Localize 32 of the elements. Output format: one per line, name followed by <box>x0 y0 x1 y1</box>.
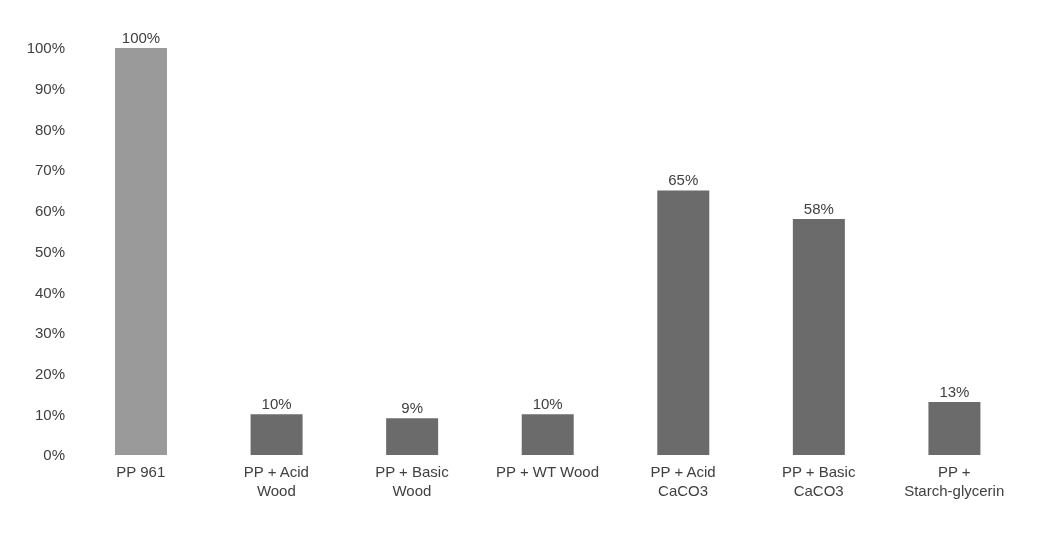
y-tick-label: 20% <box>34 364 65 382</box>
bar <box>115 48 167 455</box>
data-label: 58% <box>803 199 834 217</box>
data-label: 9% <box>401 399 423 417</box>
x-tick-label: PP + WT Wood <box>496 463 599 480</box>
data-label: 65% <box>668 171 699 189</box>
y-tick-label: 100% <box>26 39 65 57</box>
x-tick-label: PP + Starch-glycerin <box>904 463 1005 499</box>
bar <box>250 414 303 455</box>
x-tick-label: PP + Acid Wood <box>243 463 309 499</box>
bar <box>521 414 574 455</box>
data-label: 10% <box>532 395 563 413</box>
x-tick-label: PP + Basic CaCO3 <box>781 463 856 499</box>
y-tick-label: 10% <box>34 405 65 423</box>
x-tick-label: PP 961 <box>116 463 166 480</box>
y-tick-label: 70% <box>34 161 65 179</box>
bar <box>657 190 710 455</box>
y-tick-label: 40% <box>34 283 65 301</box>
y-tick-label: 90% <box>34 80 65 98</box>
x-tick-label: PP + Basic Wood <box>375 463 450 499</box>
x-tick-label: PP + Acid CaCO3 <box>650 463 716 499</box>
bar <box>792 218 845 455</box>
data-label: 13% <box>939 383 970 401</box>
y-tick-label: 60% <box>34 202 65 220</box>
y-tick-label: 50% <box>34 242 65 260</box>
data-label: 10% <box>261 395 292 413</box>
bar <box>928 402 981 455</box>
y-tick-label: 0% <box>43 446 65 464</box>
y-tick-label: 30% <box>34 324 65 342</box>
bar <box>386 418 439 455</box>
y-tick-label: 80% <box>34 120 65 138</box>
data-label: 100% <box>121 29 161 46</box>
